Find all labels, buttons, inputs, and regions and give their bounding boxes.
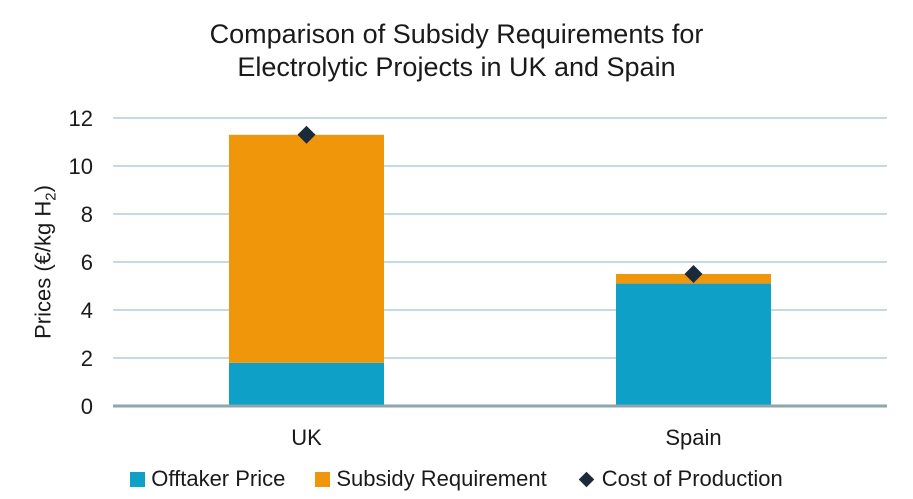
legend-item-cost: Cost of Production [577, 466, 783, 492]
legend-label-offtaker: Offtaker Price [151, 466, 286, 491]
y-tick-label: 12 [69, 106, 93, 131]
legend-swatch-offtaker [130, 471, 146, 487]
y-tick-label: 8 [81, 202, 93, 227]
x-tick-label: Spain [665, 425, 721, 450]
legend-diamond-cost [578, 471, 594, 487]
chart-title-line-2: Electrolytic Projects in UK and Spain [237, 52, 676, 82]
bar-subsidy [229, 134, 384, 363]
legend-swatch-subsidy [315, 471, 331, 487]
chart-title: Comparison of Subsidy Requirements for E… [0, 18, 913, 84]
y-tick-label: 4 [81, 298, 93, 323]
legend-label-subsidy: Subsidy Requirement [336, 466, 547, 491]
bar-offtaker [229, 362, 384, 406]
plot-area: 0 2 4 6 8 10 12 UK Spain [69, 106, 887, 450]
cost-of-production-marker [684, 265, 703, 283]
legend: Offtaker Price Subsidy Requirement Cost … [0, 466, 913, 492]
y-tick-label: 6 [81, 250, 93, 275]
chart-title-line-1: Comparison of Subsidy Requirements for [209, 19, 704, 49]
bar-offtaker [616, 283, 771, 406]
y-tick-label: 0 [81, 394, 93, 419]
y-tick-label: 2 [81, 346, 93, 371]
legend-item-subsidy: Subsidy Requirement [315, 466, 547, 492]
cost-of-production-marker [297, 125, 316, 144]
legend-item-offtaker: Offtaker Price [130, 466, 285, 492]
x-tick-label: UK [291, 425, 322, 450]
y-tick-label: 10 [69, 154, 93, 179]
legend-label-cost: Cost of Production [601, 466, 783, 491]
